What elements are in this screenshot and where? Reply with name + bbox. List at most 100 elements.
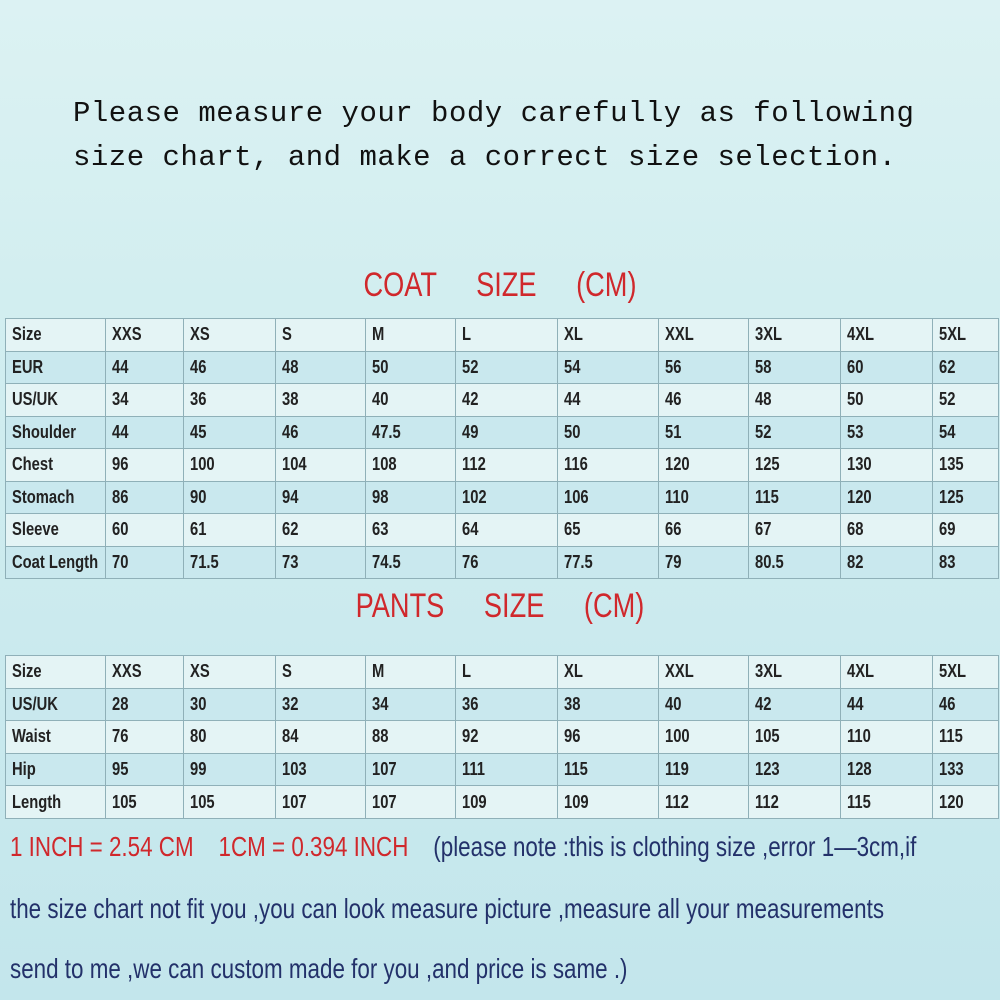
cell-text: 38 <box>564 693 581 714</box>
cell-text: 107 <box>282 791 307 812</box>
cell-text: 52 <box>462 356 479 377</box>
cell-text: 96 <box>112 454 129 475</box>
table-cell: 83 <box>932 545 999 579</box>
cell-text: 109 <box>462 791 487 812</box>
table-cell: 3XL <box>748 318 841 352</box>
table-cell: 44 <box>840 687 933 722</box>
table-cell: S <box>275 318 366 352</box>
cell-text: 110 <box>847 726 871 747</box>
cell-text: 60 <box>847 356 864 377</box>
cell-text: 83 <box>939 551 956 572</box>
cell-text: Sleeve <box>12 519 59 540</box>
cell-text: 125 <box>755 454 780 475</box>
cell-text: 90 <box>190 486 207 507</box>
table-cell: 54 <box>557 350 659 384</box>
table-cell: 52 <box>932 383 999 417</box>
cell-text: 58 <box>755 356 772 377</box>
table-cell: 84 <box>275 720 366 754</box>
cell-text: 34 <box>112 389 129 410</box>
cell-text: 107 <box>372 759 397 780</box>
cell-text: 62 <box>939 356 956 377</box>
cell-text: XXL <box>665 324 694 345</box>
cell-text: 120 <box>847 486 872 507</box>
cell-text: 133 <box>939 759 964 780</box>
cell-text: 62 <box>282 519 299 540</box>
cell-text: 54 <box>939 421 956 442</box>
cell-text: 3XL <box>755 661 783 682</box>
cell-text: 32 <box>282 693 299 714</box>
table-cell: 65 <box>557 513 659 547</box>
table-cell: US/UK <box>5 687 106 722</box>
table-cell: 5XL <box>932 318 999 352</box>
note-line: send to me ,we can custom made for you ,… <box>10 953 628 984</box>
table-cell: 62 <box>932 350 999 384</box>
cell-text: 116 <box>564 454 588 475</box>
table-cell: 125 <box>932 480 999 514</box>
table-cell: Size <box>5 655 106 689</box>
table-cell: XXL <box>658 655 749 689</box>
table-cell: 112 <box>748 785 841 819</box>
table-cell: 99 <box>183 752 276 787</box>
table-cell: 70 <box>105 545 184 579</box>
table-cell: 90 <box>183 480 276 514</box>
cell-text: 115 <box>564 759 588 780</box>
cell-text: 128 <box>847 759 872 780</box>
note-line: 1 INCH = 2.54 CM 1CM = 0.394 INCH (pleas… <box>10 831 916 863</box>
table-cell: 107 <box>365 752 456 787</box>
table-cell: Waist <box>5 720 106 754</box>
cell-text: US/UK <box>12 389 58 410</box>
table-cell: M <box>365 655 456 689</box>
coat-title: COAT SIZE (CM) <box>363 266 637 304</box>
table-cell: 46 <box>275 415 366 449</box>
table-cell: 49 <box>455 415 558 449</box>
cell-text: XS <box>190 661 210 682</box>
cell-text: 99 <box>190 759 207 780</box>
cell-text: 135 <box>939 454 964 475</box>
table-cell: 115 <box>557 752 659 787</box>
cell-text: 54 <box>564 356 581 377</box>
table-cell: 76 <box>455 545 558 579</box>
note-text: (please note :this is clothing size ,err… <box>433 831 917 862</box>
table-cell: 102 <box>455 480 558 514</box>
cell-text: 46 <box>665 389 682 410</box>
table-cell: 36 <box>455 687 558 722</box>
cell-text: 66 <box>665 519 682 540</box>
table-cell: 109 <box>455 785 558 819</box>
table-cell: 47.5 <box>365 415 456 449</box>
cell-text: 88 <box>372 726 389 747</box>
cell-text: 98 <box>372 486 389 507</box>
table-cell: 68 <box>840 513 933 547</box>
table-cell: EUR <box>5 350 106 384</box>
table-cell: 119 <box>658 752 749 787</box>
cell-text: 120 <box>665 454 690 475</box>
table-cell: XXS <box>105 318 184 352</box>
cell-text: 46 <box>939 693 956 714</box>
cell-text: 92 <box>462 726 479 747</box>
table-cell: 4XL <box>840 655 933 689</box>
table-cell: 120 <box>840 480 933 514</box>
table-cell: Chest <box>5 448 106 482</box>
cell-text: 68 <box>847 519 864 540</box>
table-cell: 112 <box>658 785 749 819</box>
table-cell: Coat Length <box>5 545 106 579</box>
cell-text: 71.5 <box>190 551 219 572</box>
cell-text: 61 <box>190 519 207 540</box>
table-cell: Shoulder <box>5 415 106 449</box>
table-cell: 58 <box>748 350 841 384</box>
cell-text: 76 <box>112 726 129 747</box>
table-cell: 128 <box>840 752 933 787</box>
table-cell: 48 <box>275 350 366 384</box>
table-cell: 80.5 <box>748 545 841 579</box>
cell-text: 100 <box>190 454 215 475</box>
table-cell: 107 <box>275 785 366 819</box>
cell-text: 64 <box>462 519 479 540</box>
cell-text: 63 <box>372 519 389 540</box>
cell-text: 105 <box>112 791 137 812</box>
table-cell: 62 <box>275 513 366 547</box>
table-cell: 30 <box>183 687 276 722</box>
table-cell: 44 <box>557 383 659 417</box>
cell-text: 115 <box>847 791 871 812</box>
cell-text: 3XL <box>755 324 783 345</box>
table-cell: 66 <box>658 513 749 547</box>
